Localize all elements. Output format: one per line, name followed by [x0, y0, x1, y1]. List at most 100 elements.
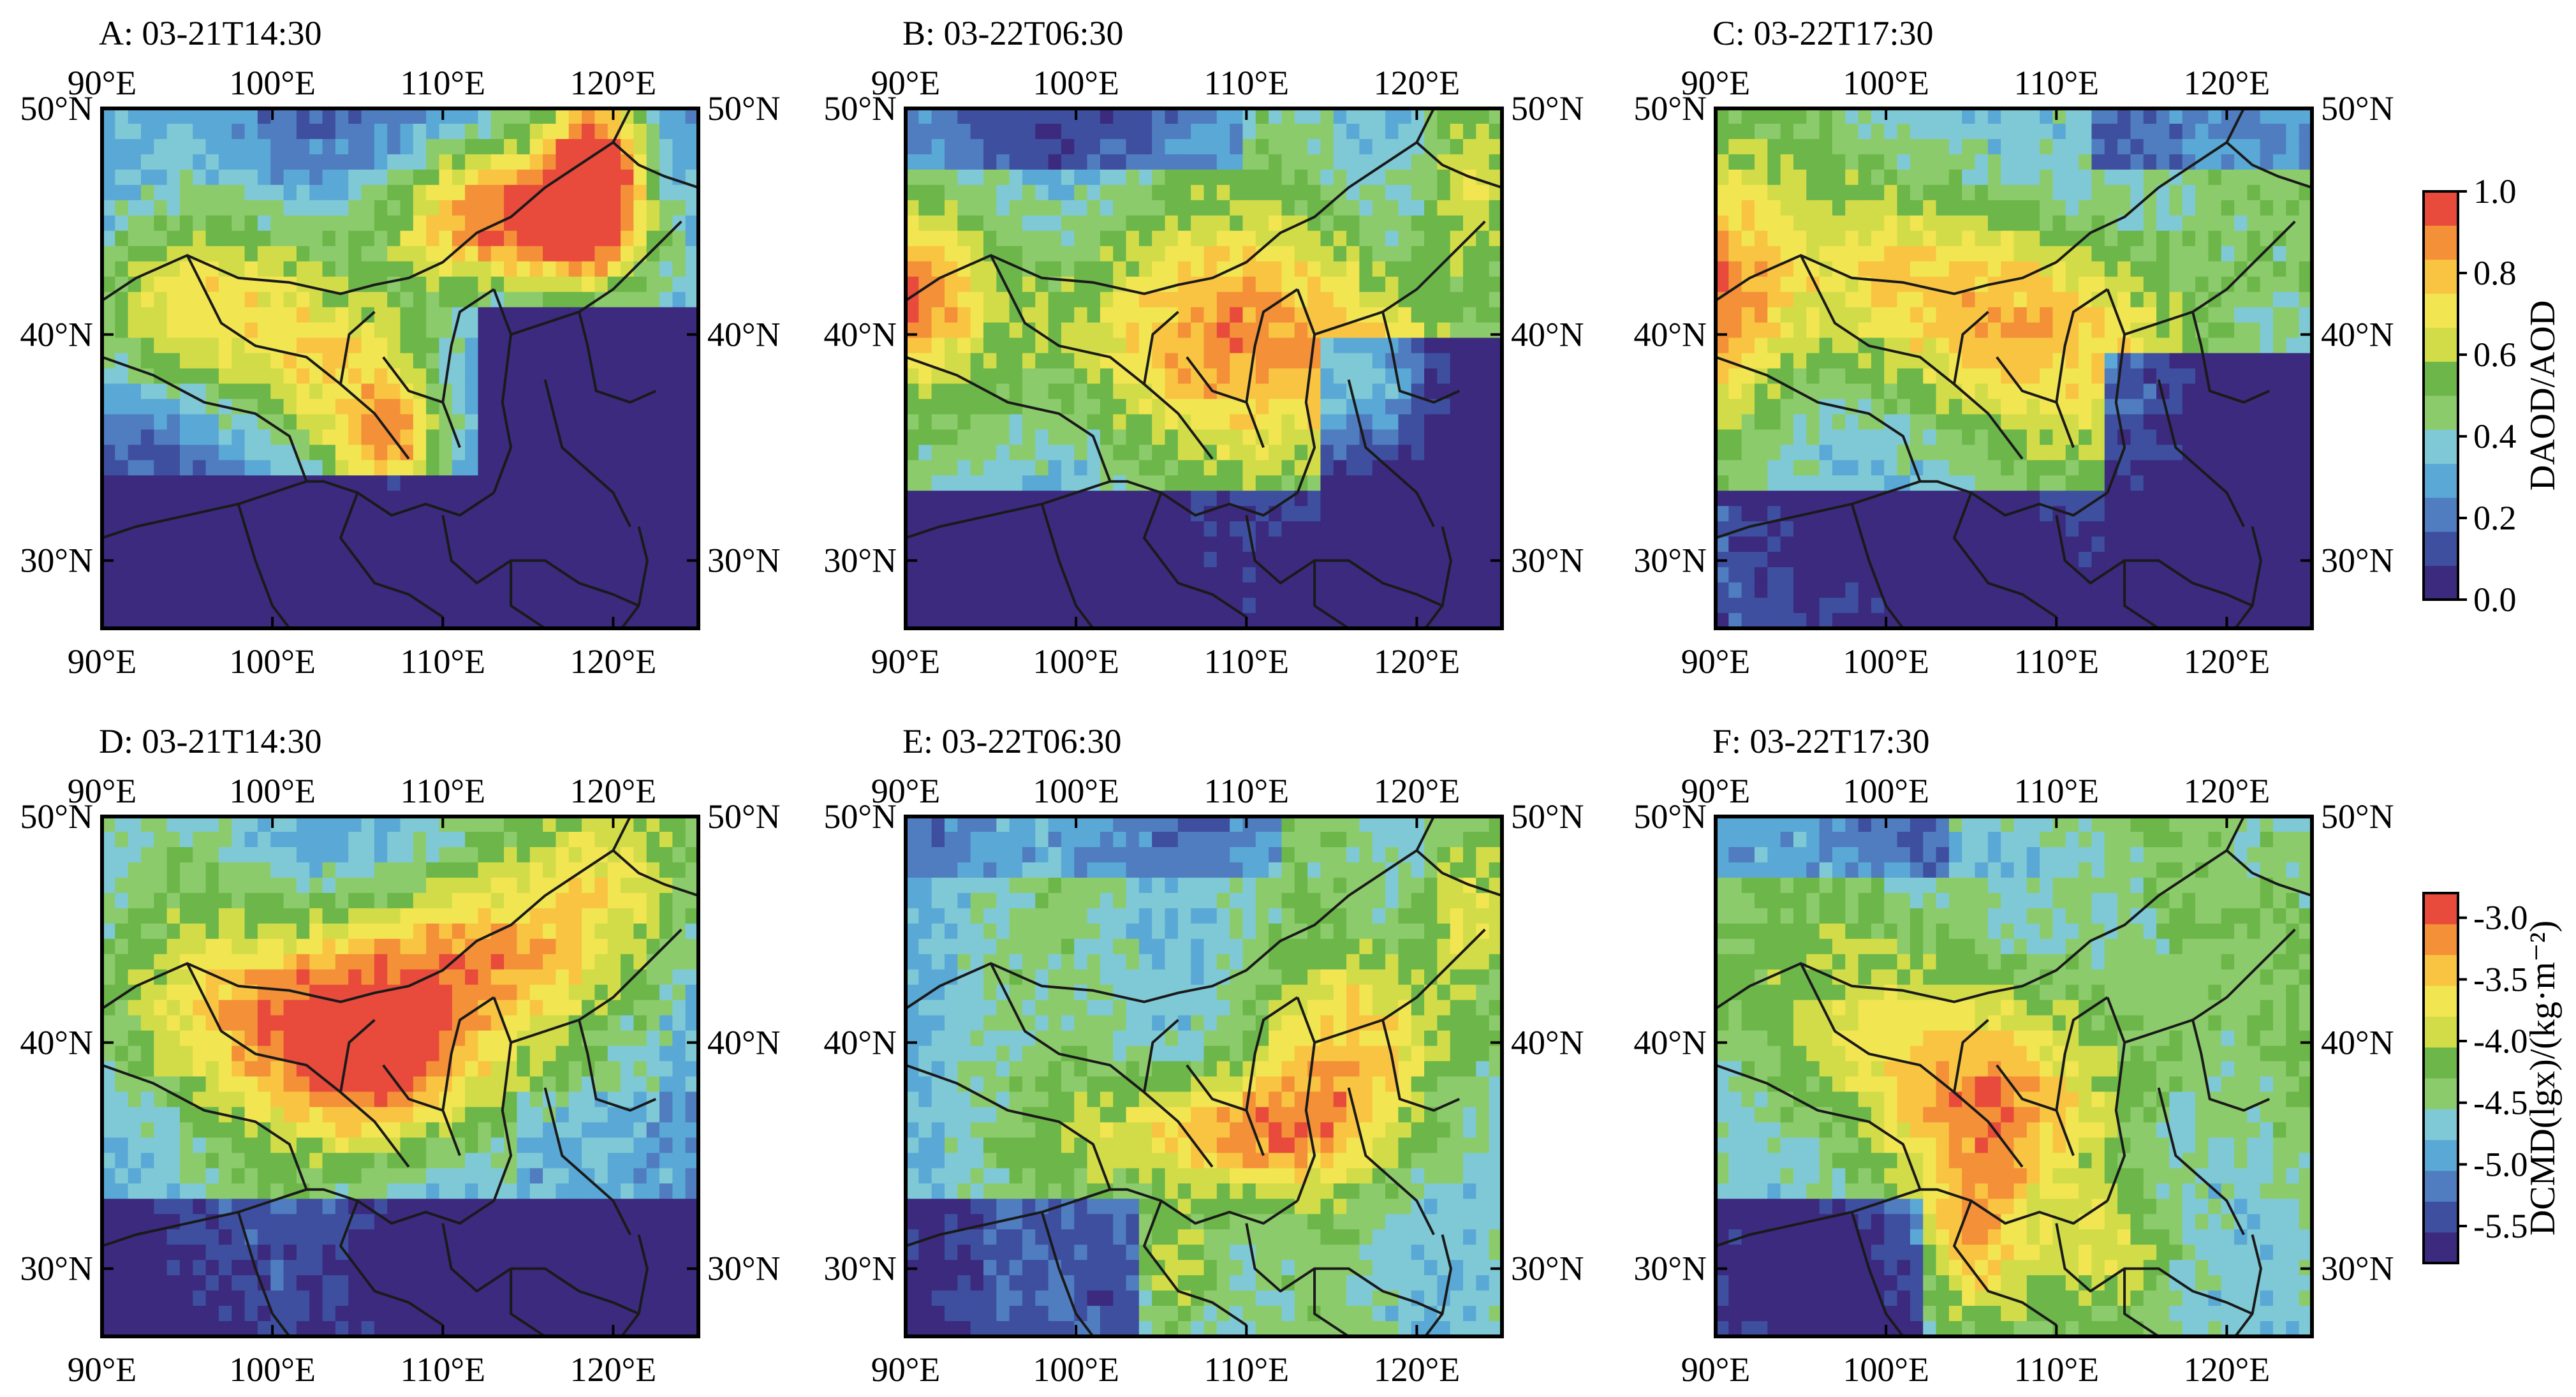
map-cell — [2234, 460, 2248, 476]
map-cell — [2234, 338, 2248, 354]
map-cell — [206, 353, 219, 369]
map-cell — [543, 231, 556, 247]
map-panel-d: D: 03-21T14:3090°E90°E100°E100°E110°E110… — [20, 722, 780, 1389]
map-cell — [102, 460, 115, 476]
map-cell — [1269, 307, 1282, 323]
map-cell — [2221, 185, 2235, 201]
map-cell — [1152, 154, 1165, 170]
map-cell — [672, 536, 686, 552]
map-cell — [1728, 383, 1742, 399]
map-cell — [1061, 108, 1075, 124]
map-cell — [1100, 399, 1114, 415]
map-cell — [401, 231, 414, 247]
map-cell — [154, 552, 167, 568]
map-cell — [633, 506, 647, 522]
map-cell — [945, 567, 958, 583]
map-cell — [1049, 383, 1062, 399]
map-cell — [1450, 445, 1464, 461]
map-cell — [1295, 536, 1308, 552]
map-cell — [1165, 598, 1179, 614]
map-cell — [141, 598, 154, 614]
map-cell — [297, 323, 310, 339]
map-cell — [335, 185, 349, 201]
map-cell — [2286, 491, 2299, 506]
map-cell — [1204, 231, 1218, 247]
map-cell — [270, 536, 284, 552]
map-cell — [1962, 613, 1975, 629]
map-cell — [2182, 582, 2196, 598]
map-cell — [1936, 598, 1950, 614]
map-cell — [530, 567, 543, 583]
map-cell — [556, 124, 569, 140]
map-cell — [465, 170, 478, 186]
map-cell — [2052, 582, 2066, 598]
map-cell — [401, 491, 414, 506]
map-cell — [1793, 338, 1807, 354]
map-cell — [1256, 460, 1269, 476]
map-cell — [1897, 108, 1911, 124]
map-cell — [996, 536, 1010, 552]
map-cell — [2247, 200, 2260, 216]
map-cell — [2052, 154, 2066, 170]
map-cell — [1820, 521, 1833, 537]
map-cell — [1087, 536, 1101, 552]
map-cell — [2014, 491, 2028, 506]
map-cell — [478, 582, 491, 598]
map-cell — [258, 246, 271, 262]
map-cell — [465, 246, 478, 262]
map-cell — [1049, 200, 1062, 216]
map-cell — [945, 383, 958, 399]
map-cell — [1307, 154, 1321, 170]
lon-tick-label-top: 100°E — [1843, 64, 1929, 102]
map-cell — [1217, 353, 1230, 369]
map-cell — [1424, 536, 1438, 552]
map-cell — [1975, 613, 1989, 629]
map-cell — [219, 231, 232, 247]
map-cell — [1962, 246, 1975, 262]
map-cell — [2273, 414, 2286, 430]
map-cell — [1450, 185, 1464, 201]
map-cell — [2027, 277, 2040, 293]
map-cell — [374, 369, 388, 385]
map-cell — [2156, 445, 2170, 461]
map-cell — [1256, 292, 1269, 308]
map-cell — [2247, 491, 2260, 506]
map-cell — [335, 246, 349, 262]
map-cell — [2182, 139, 2196, 155]
map-cell — [297, 832, 310, 848]
map-cell — [1742, 246, 1755, 262]
map-cell — [2182, 246, 2196, 262]
map-cell — [569, 552, 582, 568]
map-cell — [1373, 231, 1386, 247]
map-cell — [2066, 521, 2079, 537]
map-cell — [180, 475, 193, 491]
map-cell — [1975, 200, 1989, 216]
map-cell — [2234, 369, 2248, 385]
map-cell — [1742, 262, 1755, 277]
map-cell — [1022, 231, 1036, 247]
map-cell — [1832, 277, 1846, 293]
map-cell — [621, 231, 634, 247]
map-cell — [1949, 582, 1962, 598]
map-cell — [517, 445, 530, 461]
map-cell — [2079, 124, 2092, 140]
map-cell — [1217, 521, 1230, 537]
map-cell — [621, 323, 634, 339]
map-cell — [1742, 200, 1755, 216]
map-cell — [1035, 552, 1049, 568]
map-cell — [1858, 598, 1872, 614]
map-cell — [647, 185, 660, 201]
map-cell — [478, 338, 491, 354]
map-cell — [1755, 414, 1768, 430]
map-cell — [1113, 429, 1126, 445]
map-cell — [2208, 491, 2221, 506]
map-cell — [2117, 475, 2131, 491]
map-cell — [1010, 246, 1023, 262]
map-cell — [608, 246, 621, 262]
map-cell — [2195, 216, 2209, 232]
map-cell — [1476, 598, 1489, 614]
map-cell — [115, 323, 128, 339]
map-cell — [413, 567, 427, 583]
map-cell — [1755, 139, 1768, 155]
map-cell — [1806, 429, 1820, 445]
